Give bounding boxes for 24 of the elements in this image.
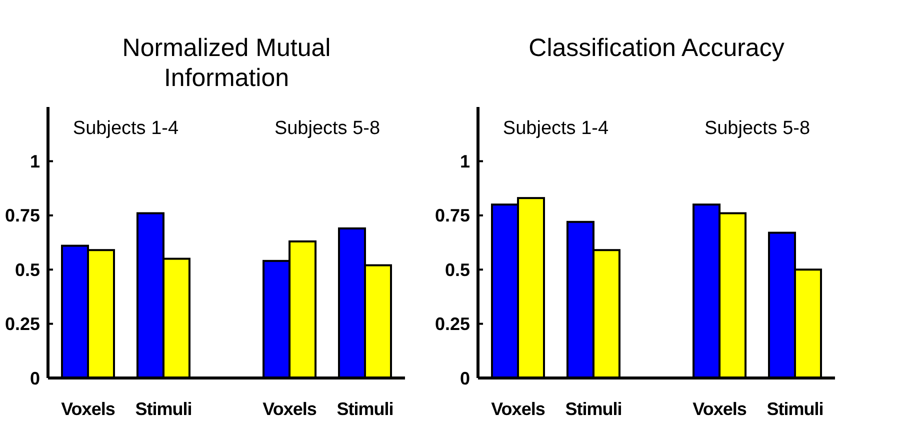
x-tick-label: Voxels — [692, 399, 747, 419]
chart-title: Classification Accuracy — [528, 34, 785, 62]
x-tick-label: Stimuli — [336, 399, 394, 419]
y-tick-label: 0.75 — [434, 206, 470, 226]
annotation: Subjects 1-4 — [502, 118, 609, 139]
x-tick-label: Stimuli — [135, 399, 192, 419]
x-tick-label: Voxels — [61, 399, 116, 419]
annotation: Subjects 5-8 — [274, 118, 380, 139]
x-tick-label: Voxels — [491, 399, 546, 419]
y-tick-label: 0.25 — [4, 314, 40, 334]
chart-title: Normalized Mutual Information — [122, 34, 331, 92]
y-tick-label: 0.25 — [434, 314, 470, 334]
x-tick-label: Stimuli — [565, 399, 622, 419]
y-tick-label: 0 — [30, 368, 40, 388]
annotation: Subjects 1-4 — [72, 118, 179, 139]
x-tick-label: Stimuli — [766, 399, 824, 419]
y-tick-label: 0.75 — [4, 206, 40, 226]
y-tick-label: 1 — [460, 152, 470, 172]
y-tick-label: 1 — [30, 152, 40, 172]
x-tick-label: Voxels — [262, 399, 317, 419]
y-tick-label: 0.5 — [14, 260, 40, 280]
y-tick-label: 0.5 — [444, 260, 470, 280]
y-tick-label: 0 — [460, 368, 470, 388]
annotation: Subjects 5-8 — [704, 118, 810, 139]
